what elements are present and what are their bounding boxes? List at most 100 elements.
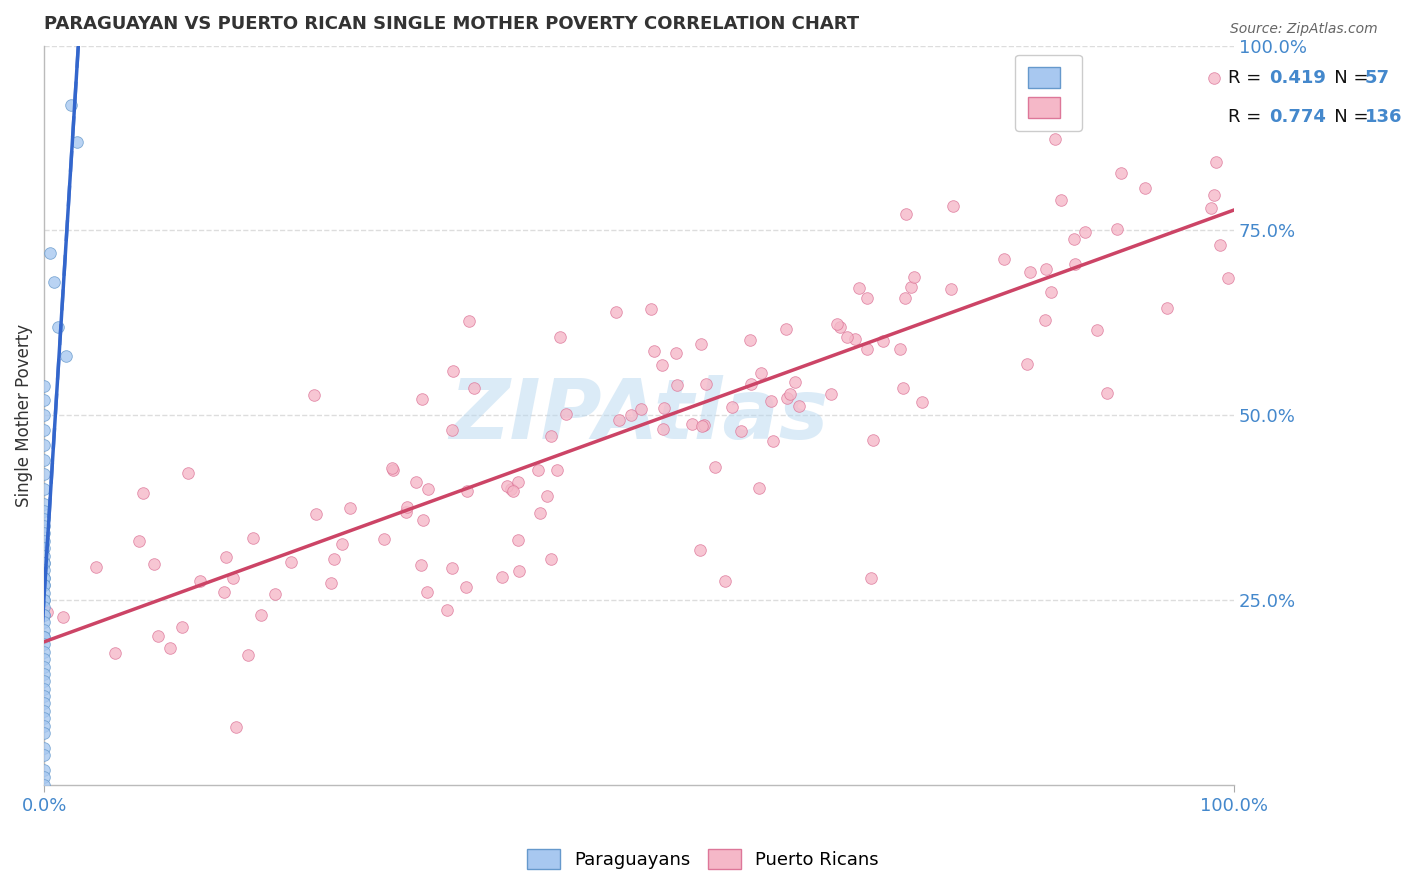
Point [416,584,439,599]
Point [84,560,107,574]
Point [32,452,55,467]
Point [32,740,55,755]
Point [689,543,711,558]
Point [170,619,193,633]
Point [738,333,761,347]
Point [820,387,842,401]
Point [395,505,418,519]
Point [862,433,884,447]
Point [32,778,55,792]
Point [440,560,463,574]
Point [32,585,55,599]
Point [104,646,127,660]
Point [540,428,562,442]
Point [825,317,848,331]
Point [1019,265,1042,279]
Point [1216,271,1239,285]
Point [32,593,55,607]
Point [714,574,737,588]
Point [856,342,879,356]
Point [941,199,963,213]
Point [32,593,55,607]
Point [894,207,917,221]
Point [32,571,55,585]
Point [48,319,70,334]
Point [418,482,440,496]
Point [1085,323,1108,337]
Point [605,305,627,319]
Legend: , : , [1015,54,1081,131]
Point [1095,385,1118,400]
Point [508,564,530,578]
Point [42,275,65,289]
Point [1049,193,1071,207]
Point [32,393,55,408]
Point [1033,313,1056,327]
Point [215,549,238,564]
Point [463,381,485,395]
Point [903,269,925,284]
Point [32,556,55,570]
Legend: Paraguayans, Puerto Ricans: Paraguayans, Puerto Ricans [517,839,889,879]
Point [721,400,744,414]
Point [242,531,264,545]
Point [690,337,713,351]
Point [330,537,353,551]
Point [382,463,405,477]
Point [1156,301,1178,315]
Point [454,580,477,594]
Text: ZIPAtlas: ZIPAtlas [449,375,828,456]
Point [651,358,673,372]
Point [264,587,287,601]
Point [751,366,773,380]
Point [1109,165,1132,179]
Point [32,704,55,718]
Point [225,720,247,734]
Point [762,434,785,448]
Point [1040,285,1063,300]
Point [250,607,273,622]
Point [39,245,62,260]
Point [55,349,77,363]
Point [900,280,922,294]
Point [607,413,630,427]
Point [32,519,55,533]
Point [395,500,418,514]
Point [893,381,915,395]
Point [32,711,55,725]
Point [1133,181,1156,195]
Point [32,378,55,392]
Point [381,460,404,475]
Text: N =: N = [1317,70,1374,87]
Point [436,603,458,617]
Point [690,419,713,434]
Point [630,402,652,417]
Point [32,438,55,452]
Point [32,615,55,629]
Point [37,605,59,619]
Point [692,417,714,432]
Point [835,330,858,344]
Point [32,578,55,592]
Point [651,422,673,436]
Point [844,333,866,347]
Point [236,648,259,662]
Point [499,482,522,496]
Point [1063,257,1085,271]
Point [1043,132,1066,146]
Point [848,281,870,295]
Point [495,479,517,493]
Point [32,541,55,556]
Point [441,363,464,377]
Point [373,532,395,546]
Point [748,481,770,495]
Point [759,394,782,409]
Point [506,533,529,547]
Text: R =: R = [1227,70,1267,87]
Point [491,570,513,584]
Point [941,283,963,297]
Point [52,610,75,624]
Point [548,330,571,344]
Point [302,388,325,402]
Point [32,697,55,711]
